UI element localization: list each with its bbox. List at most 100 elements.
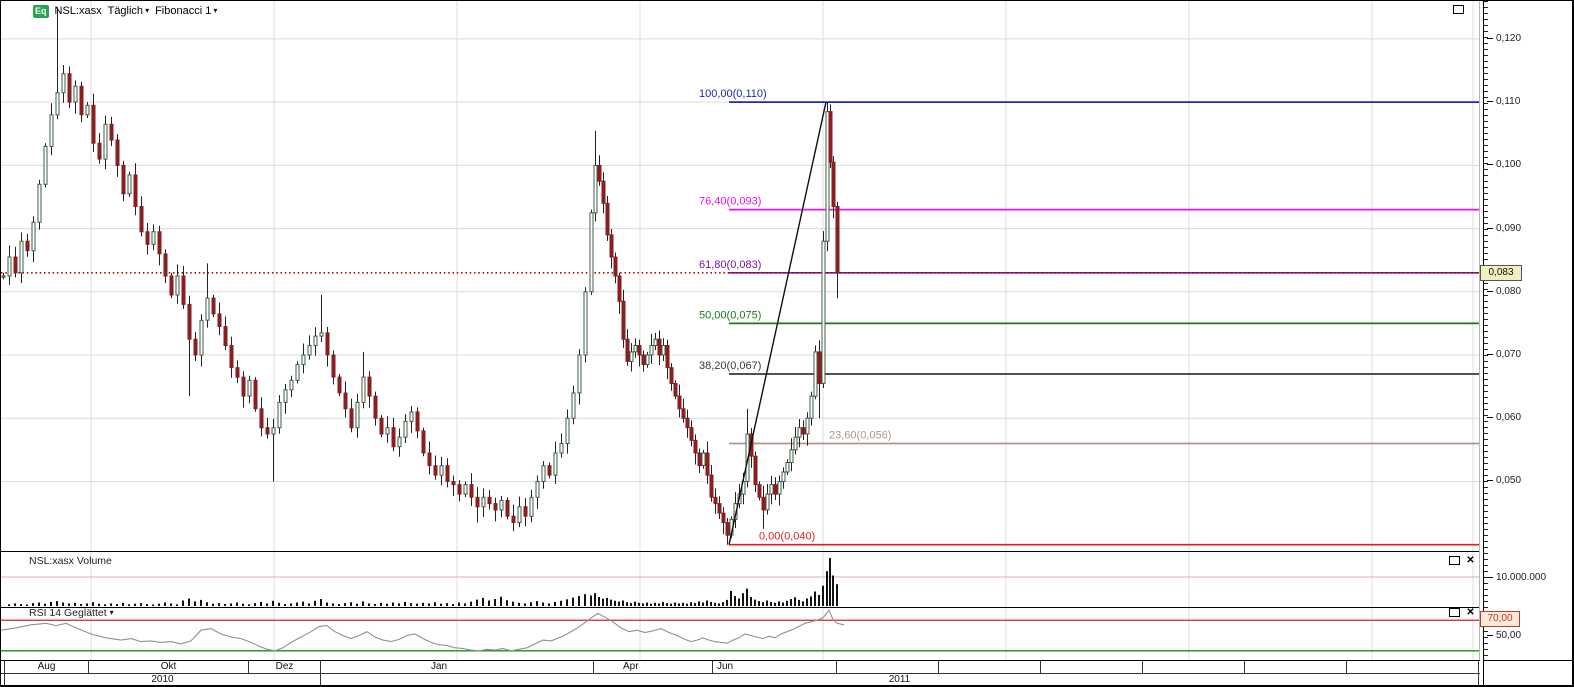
candle-down	[373, 395, 378, 419]
candle-down	[673, 383, 678, 397]
candle-up	[785, 462, 790, 473]
volume-bar	[762, 602, 764, 606]
candle-up	[809, 395, 814, 419]
price-chart-canvas[interactable]: 100,00(0,110) 76,40(0,093) 61,80(0,083) 50,…	[1, 1, 1480, 551]
volume-bar	[194, 601, 196, 606]
candle-down	[717, 503, 722, 514]
volume-chart-canvas[interactable]	[1, 552, 1480, 607]
candle-down	[697, 452, 702, 467]
volume-bar	[26, 604, 28, 606]
volume-bar	[224, 604, 226, 606]
volume-bar	[404, 601, 406, 606]
volume-bar	[594, 593, 596, 606]
volume-bar	[782, 602, 784, 606]
volume-bar	[344, 603, 346, 606]
time-axis[interactable]: Aug Okt Dez Jan Apr Jun 2010 2011	[1, 660, 1480, 685]
volume-bar	[140, 603, 142, 606]
candle-down	[625, 338, 630, 362]
equity-badge: Eq	[33, 4, 49, 18]
candle-down	[13, 256, 18, 274]
month-cell	[1245, 661, 1347, 673]
candle-down	[181, 275, 186, 305]
price-axis[interactable]: 0,083 70,00 0,120 0,110 0,100 0,090 0,080 0,0…	[1480, 1, 1572, 685]
period-dropdown[interactable]: Täglich ▾	[108, 5, 149, 17]
candle-down	[605, 202, 610, 236]
volume-bar	[802, 601, 804, 606]
volume-bar	[548, 603, 550, 606]
candle-down	[367, 376, 372, 397]
volume-bar	[74, 602, 76, 606]
month-cell-label: Apr	[623, 661, 639, 672]
pane-divider[interactable]	[1, 607, 1480, 608]
candle-up	[765, 493, 770, 511]
volume-bar	[836, 584, 838, 606]
rsi-chart-canvas[interactable]	[1, 608, 1480, 660]
candle-down	[641, 354, 646, 365]
rsi-close-icon[interactable]: ✕	[1466, 607, 1475, 618]
volume-bar	[116, 604, 118, 606]
volume-bar	[638, 602, 640, 606]
volume-bar	[530, 602, 532, 606]
month-cell: Okt	[89, 661, 249, 673]
volume-bar	[790, 599, 792, 606]
candle-down	[685, 417, 690, 429]
candle-down	[817, 351, 822, 384]
year-cell: 2010	[4, 674, 321, 685]
volume-bar	[572, 597, 574, 606]
candle-down	[97, 142, 102, 160]
candle-up	[151, 231, 156, 245]
candle-down	[253, 379, 258, 410]
candle-up	[633, 345, 638, 353]
volume-bar	[686, 603, 688, 606]
volume-bar	[814, 591, 816, 606]
candle-up	[541, 465, 546, 483]
volume-bar	[536, 601, 538, 606]
volume-bar	[80, 604, 82, 606]
volume-bar	[338, 604, 340, 606]
volume-bar	[134, 603, 136, 606]
candle-up	[31, 221, 36, 252]
volume-bar	[670, 603, 672, 606]
fibonacci-label: 100,00(0,110)	[699, 88, 767, 100]
year-cell-label: 2010	[151, 674, 174, 685]
month-cell-label: Okt	[160, 661, 177, 672]
candle-down	[721, 512, 726, 524]
volume-maximize-button[interactable]	[1449, 556, 1460, 565]
volume-bar	[452, 604, 454, 606]
candle-down	[169, 275, 174, 296]
indicator-dropdown[interactable]: Fibonacci 1 ▾	[155, 5, 217, 17]
volume-bar	[92, 602, 94, 606]
candle-down	[637, 345, 642, 356]
volume-close-icon[interactable]: ✕	[1466, 555, 1475, 566]
volume-tick-label: 10.000.000	[1486, 571, 1547, 583]
month-cell	[1041, 661, 1143, 673]
volume-bar	[614, 600, 616, 606]
candle-down	[487, 496, 492, 505]
candle-down	[451, 481, 456, 486]
maximize-button[interactable]	[1453, 5, 1464, 14]
candle-down	[427, 452, 432, 467]
candle-down	[67, 73, 72, 103]
month-cell: Jan	[321, 661, 594, 673]
volume-bar	[654, 602, 656, 606]
year-cell: 2011	[321, 674, 1479, 685]
volume-bar	[248, 604, 250, 606]
volume-bar	[308, 603, 310, 606]
volume-bar	[818, 595, 820, 606]
pane-divider[interactable]	[1, 551, 1480, 552]
month-cell	[1143, 661, 1245, 673]
candle-up	[553, 452, 558, 476]
volume-bar	[698, 601, 700, 606]
candle-down	[505, 499, 510, 517]
chevron-down-icon: ▾	[213, 6, 218, 15]
fibonacci-label: 0,00(0,040)	[759, 531, 815, 543]
chevron-down-icon[interactable]: ▾	[109, 608, 114, 617]
volume-bar	[488, 600, 490, 606]
rsi-maximize-button[interactable]	[1449, 608, 1460, 617]
year-cell-label: 2011	[888, 674, 911, 685]
volume-bar	[822, 585, 824, 606]
volume-bar	[662, 601, 664, 606]
volume-bar	[464, 603, 466, 606]
fibonacci-label: 76,40(0,093)	[699, 196, 761, 208]
candle-up	[61, 73, 66, 94]
